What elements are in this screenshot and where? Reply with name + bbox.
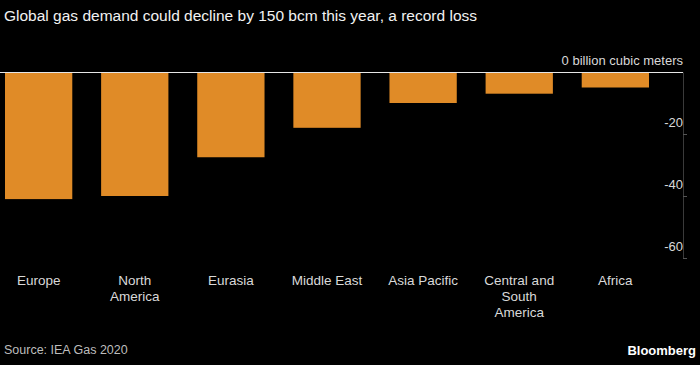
y-tick-label: -20	[664, 115, 683, 130]
x-tick: Eurasia	[208, 273, 254, 288]
x-tick-label: Eurasia	[208, 273, 254, 288]
y-tick: -40	[664, 177, 687, 196]
y-tick-label: -60	[664, 239, 683, 254]
x-tick-label-line: Asia Pacific	[388, 273, 458, 288]
x-tick-label-line: Eurasia	[208, 273, 254, 288]
x-tick-label-line: North	[118, 273, 151, 288]
bars	[5, 72, 649, 199]
chart-svg: Global gas demand could decline by 150 b…	[0, 0, 700, 365]
y-tick-label: 0 billion cubic meters	[562, 53, 684, 68]
bar	[582, 72, 649, 88]
y-tick-mark	[683, 258, 687, 259]
x-tick-label-line: America	[110, 289, 160, 304]
x-tick-label-line: America	[494, 305, 544, 320]
y-axis: 0 billion cubic meters -20 -40 -60	[0, 53, 687, 258]
x-axis: EuropeNorthAmericaEurasiaMiddle EastAsia…	[17, 273, 633, 320]
x-tick-label-line: South	[502, 289, 537, 304]
chart-container: Global gas demand could decline by 150 b…	[0, 0, 700, 365]
x-tick-label-line: Africa	[598, 273, 633, 288]
bar	[101, 72, 168, 196]
x-tick: Asia Pacific	[388, 273, 458, 288]
x-tick-label: Middle East	[292, 273, 363, 288]
bar	[389, 72, 456, 103]
y-axis-line	[683, 73, 684, 259]
x-tick: Europe	[17, 273, 61, 288]
background	[0, 0, 700, 365]
bar	[5, 72, 72, 199]
bar	[197, 72, 264, 157]
x-tick-label-line: Central and	[484, 273, 554, 288]
y-tick-mark	[683, 196, 687, 197]
source: Source: IEA Gas 2020	[4, 343, 128, 357]
x-tick: NorthAmerica	[110, 273, 160, 304]
y-tick-mark	[683, 134, 687, 135]
x-tick-label: Africa	[598, 273, 633, 288]
bar	[293, 72, 360, 128]
x-tick: Central andSouthAmerica	[484, 273, 554, 320]
x-tick-label: Asia Pacific	[388, 273, 458, 288]
x-tick-label-line: Europe	[17, 273, 61, 288]
x-tick-label: Europe	[17, 273, 61, 288]
y-tick: -20	[664, 115, 687, 134]
zero-line	[0, 72, 683, 73]
x-tick: Middle East	[292, 273, 363, 288]
y-tick: -60	[664, 239, 687, 258]
x-tick-label: NorthAmerica	[110, 273, 160, 304]
y-tick: 0 billion cubic meters	[0, 53, 683, 72]
x-tick-label: Central andSouthAmerica	[484, 273, 554, 320]
x-tick-label-line: Middle East	[292, 273, 363, 288]
credit: Bloomberg	[627, 343, 696, 358]
x-tick: Africa	[598, 273, 633, 288]
title: Global gas demand could decline by 150 b…	[4, 7, 477, 24]
bar	[486, 72, 553, 94]
y-tick-label: -40	[664, 177, 683, 192]
